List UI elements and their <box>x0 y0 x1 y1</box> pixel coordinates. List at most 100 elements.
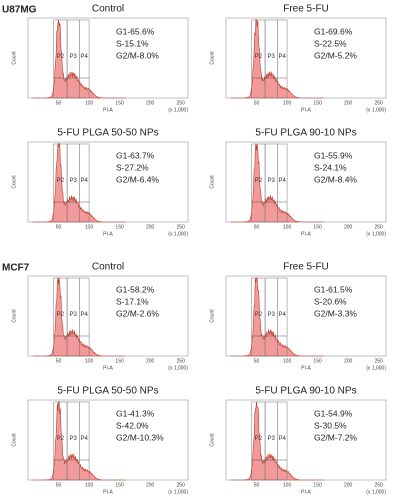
stat-text: G1-63.7% <box>116 150 155 160</box>
y-label: Count <box>209 51 215 65</box>
gate-label: P4 <box>279 436 287 442</box>
stat-text: G2/M-8.0% <box>116 50 159 60</box>
panel-title: 5-FU PLGA 90-10 NPs <box>255 128 356 139</box>
stat-text: G1-54.9% <box>314 408 353 418</box>
stat-text: G1-41.3% <box>116 408 155 418</box>
gate-box <box>277 277 288 357</box>
stat-text: S-24.1% <box>314 162 347 172</box>
gate-label: P4 <box>279 312 287 318</box>
x-tick-label: 250 <box>374 224 383 230</box>
x-tick-label: 100 <box>283 482 292 488</box>
panel-title: Control <box>92 4 124 15</box>
stat-text: S-42.0% <box>116 420 149 430</box>
x-tick-label: 250 <box>176 224 185 230</box>
gate-label: P2 <box>57 54 65 60</box>
gate-label: P3 <box>70 54 78 60</box>
x-tick-label: 150 <box>313 482 322 488</box>
gate-label: P2 <box>57 178 65 184</box>
panel: 5-FU PLGA 50-50 NPs P2 P3 P4 G1-63.7% S-27.2%… <box>11 128 188 238</box>
panel-title: Free 5-FU <box>283 262 329 273</box>
x-label: PI-A <box>301 489 311 495</box>
stat-text: S-30.5% <box>314 420 347 430</box>
histogram <box>32 143 126 223</box>
gate-box <box>277 19 288 99</box>
x-tick-label: 250 <box>374 100 383 106</box>
gate-box <box>79 19 90 99</box>
stat-text: G2/M-2.6% <box>116 308 159 318</box>
plot-frame <box>225 141 387 223</box>
x-unit: (x 1,000) <box>366 365 386 371</box>
x-unit: (x 1,000) <box>168 107 188 113</box>
x-tick-label: 100 <box>283 358 292 364</box>
histogram <box>230 276 324 357</box>
x-tick-label: 150 <box>115 100 124 106</box>
panel-title: Free 5-FU <box>283 4 329 15</box>
x-unit: (x 1,000) <box>366 231 386 237</box>
y-label: Count <box>11 433 17 447</box>
stat-text: G1-58.2% <box>116 284 155 294</box>
plot-frame <box>27 399 189 481</box>
stat-text: G2/M-6.4% <box>116 174 159 184</box>
x-label: PI-A <box>103 107 113 113</box>
x-tick-label: 100 <box>85 224 94 230</box>
x-tick-label: 150 <box>313 100 322 106</box>
gate-label: P4 <box>81 312 89 318</box>
y-label: Count <box>209 175 215 189</box>
x-unit: (x 1,000) <box>168 231 188 237</box>
panel: 5-FU PLGA 50-50 NPs P2 P3 P4 G1-41.3% S-42.0%… <box>11 386 188 496</box>
x-tick-label: 150 <box>115 358 124 364</box>
group-label: U87MG <box>2 5 37 16</box>
gate-box <box>277 143 288 223</box>
panel-title: 5-FU PLGA 50-50 NPs <box>57 128 158 139</box>
stat-text: G2/M-5.2% <box>314 50 357 60</box>
stat-text: S-15.1% <box>116 38 149 48</box>
x-tick-label: 100 <box>85 100 94 106</box>
x-tick-label: 50 <box>56 224 62 230</box>
gate-label: P4 <box>279 178 287 184</box>
panel: 5-FU PLGA 90-10 NPs P2 P3 P4 G1-54.9% S-30.5%… <box>209 386 386 496</box>
panel: Free 5-FU P2 P3 P4 G1-61.5% S-20.6% G2/M-3.3% 5… <box>209 262 386 372</box>
gate-label: P4 <box>81 178 89 184</box>
x-tick-label: 50 <box>254 224 260 230</box>
gate-label: P2 <box>255 436 263 442</box>
stat-text: G1-69.6% <box>314 26 353 36</box>
x-tick-label: 200 <box>146 358 155 364</box>
x-unit: (x 1,000) <box>366 489 386 495</box>
stat-text: G2/M-3.3% <box>314 308 357 318</box>
gate-box <box>79 277 90 357</box>
y-label: Count <box>209 433 215 447</box>
stat-text: G2/M-8.4% <box>314 174 357 184</box>
x-tick-label: 250 <box>176 358 185 364</box>
x-label: PI-A <box>103 231 113 237</box>
x-tick-label: 50 <box>254 358 260 364</box>
x-label: PI-A <box>301 365 311 371</box>
gate-box <box>79 401 90 481</box>
x-tick-label: 250 <box>176 482 185 488</box>
x-tick-label: 50 <box>56 482 62 488</box>
histogram <box>230 401 324 481</box>
stat-text: S-27.2% <box>116 162 149 172</box>
x-tick-label: 50 <box>254 482 260 488</box>
gate-label: P3 <box>70 436 78 442</box>
x-tick-label: 200 <box>344 482 353 488</box>
x-tick-label: 200 <box>344 358 353 364</box>
x-tick-label: 100 <box>85 482 94 488</box>
x-tick-label: 250 <box>374 358 383 364</box>
y-label: Count <box>11 175 17 189</box>
stat-text: S-22.5% <box>314 38 347 48</box>
stat-text: G1-55.9% <box>314 150 353 160</box>
gate-label: P3 <box>268 312 276 318</box>
x-tick-label: 150 <box>313 224 322 230</box>
x-tick-label: 150 <box>115 224 124 230</box>
histogram <box>32 19 126 99</box>
x-tick-label: 50 <box>56 100 62 106</box>
x-tick-label: 200 <box>344 100 353 106</box>
gate-label: P4 <box>81 436 89 442</box>
x-tick-label: 250 <box>374 482 383 488</box>
gate-label: P3 <box>70 178 78 184</box>
x-tick-label: 200 <box>146 100 155 106</box>
gate-label: P3 <box>268 54 276 60</box>
plot-frame <box>225 399 387 481</box>
gate-label: P2 <box>255 178 263 184</box>
panel: Control P2 P3 P4 G1-65.6% S-15.1% G2/M-8.0% 50 1… <box>11 4 188 114</box>
